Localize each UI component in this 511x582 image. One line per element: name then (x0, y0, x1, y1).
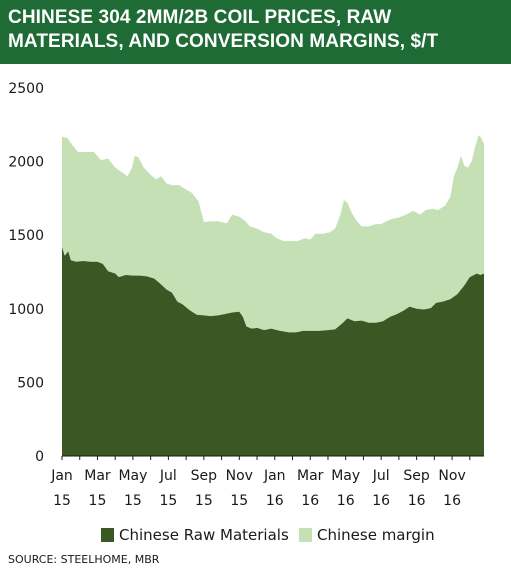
x-tick-label: 15 (230, 493, 248, 509)
y-tick-label: 2500 (8, 81, 44, 97)
x-tick-label: 16 (372, 493, 390, 509)
x-tick-label: 15 (53, 493, 71, 509)
y-tick-label: 1000 (8, 302, 44, 318)
source-note: SOURCE: STEELHOME, MBR (8, 553, 160, 566)
legend-label-margin: Chinese margin (317, 526, 435, 544)
x-tick-label: Mar (84, 468, 111, 484)
x-tick-label: 16 (337, 493, 355, 509)
x-tick-label: 15 (89, 493, 107, 509)
legend-label-raw-materials: Chinese Raw Materials (119, 526, 289, 544)
x-tick-label: Sep (191, 468, 218, 484)
legend-swatch-margin (299, 528, 312, 542)
x-tick-label: Jan (263, 468, 286, 484)
x-tick-label: May (331, 468, 360, 484)
x-tick-label: 16 (408, 493, 426, 509)
chart-plot: 0 500 1000 1500 2000 2500 Jan 15 Mar 15 May 15 Jul 1… (8, 81, 484, 509)
area-chinese-margin (62, 135, 484, 333)
x-tick-label: 16 (266, 493, 284, 509)
legend-item-raw-materials: Chinese Raw Materials (101, 526, 289, 544)
y-tick-label: 2000 (8, 155, 44, 171)
area-chinese-raw-materials (62, 246, 484, 456)
legend-swatch-raw-materials (101, 528, 114, 542)
x-tick-label: 15 (159, 493, 177, 509)
x-tick-label: May (118, 468, 147, 484)
x-tick-label: Mar (297, 468, 324, 484)
x-tick-label: 15 (195, 493, 213, 509)
chart-legend: Chinese Raw Materials Chinese margin (0, 522, 511, 550)
y-tick-label: 1500 (8, 228, 44, 244)
x-axis: Jan 15 Mar 15 May 15 Jul 15 Sep 15 Nov 15 Jan 16 Mar 16… (50, 455, 484, 509)
x-tick-label: 16 (301, 493, 319, 509)
y-axis-ticks: 0 500 1000 1500 2000 2500 (8, 81, 44, 465)
x-tick-label: Nov (438, 468, 465, 484)
x-tick-label: Nov (226, 468, 253, 484)
x-tick-label: Sep (403, 468, 430, 484)
x-tick-label: Jan (50, 468, 73, 484)
legend-item-margin: Chinese margin (299, 526, 435, 544)
chart-title: CHINESE 304 2MM/2B COIL PRICES, RAW MATE… (0, 0, 511, 64)
x-tick-label: 16 (443, 493, 461, 509)
y-tick-label: 500 (17, 375, 44, 391)
x-tick-label: Jul (159, 468, 177, 484)
y-tick-label: 0 (35, 449, 44, 465)
chart-areas (62, 135, 484, 456)
x-tick-label: Jul (372, 468, 390, 484)
x-tick-label: 15 (124, 493, 142, 509)
